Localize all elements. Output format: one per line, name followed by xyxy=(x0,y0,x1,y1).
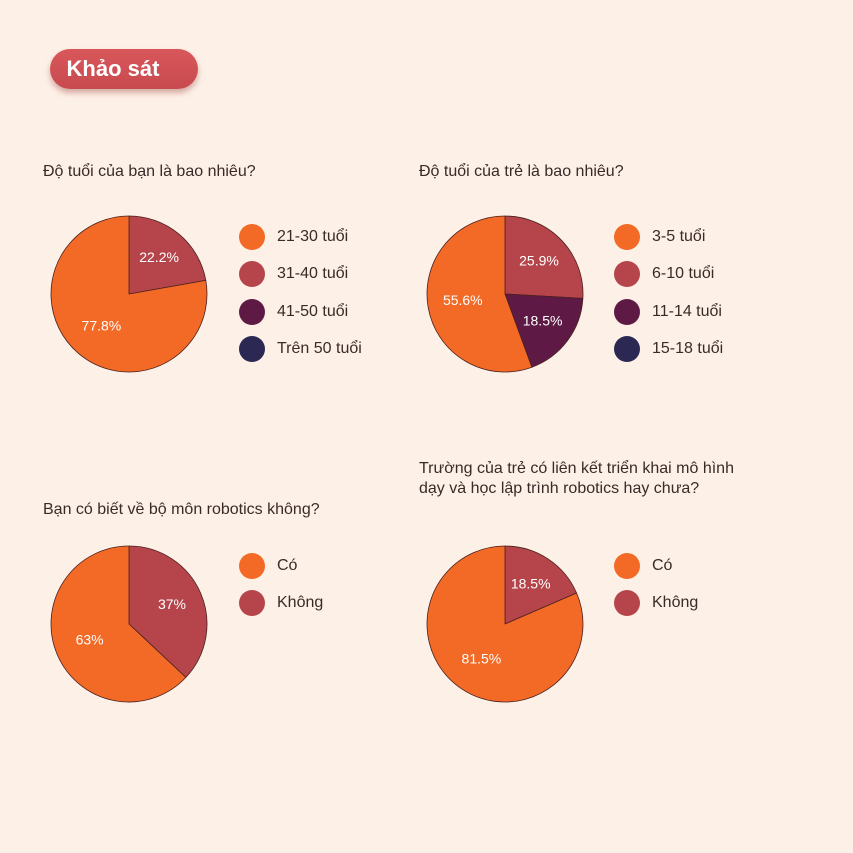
legend-swatch xyxy=(239,298,265,325)
question-know-robotics: Bạn có biết về bộ môn robotics không? xyxy=(43,501,320,518)
legend-swatch xyxy=(614,336,640,363)
legend-item-3-5-tuoi: 3-5 tuổi xyxy=(614,218,723,256)
pie-label-21-30-tuoi: 77.8% xyxy=(82,318,122,334)
legend-item-tren-50-tuoi: Trên 50 tuổi xyxy=(239,331,362,369)
survey-badge: Khảo sát xyxy=(50,49,198,89)
pie-label-3-5-tuoi: 55.6% xyxy=(443,292,483,308)
legend-label: Không xyxy=(652,594,699,612)
question-age-parent: Độ tuổi của bạn là bao nhiêu? xyxy=(43,163,256,180)
legend-item-15-18-tuoi: 15-18 tuổi xyxy=(614,331,723,369)
pie-slice-khong xyxy=(128,545,208,678)
legend-item-co: Có xyxy=(614,547,698,585)
legend-age-parent: 21-30 tuổi 31-40 tuổi 41-50 tuổi Trên 50 tu… xyxy=(239,218,362,368)
legend-swatch xyxy=(239,336,265,363)
legend-swatch xyxy=(614,261,640,288)
legend-swatch xyxy=(239,261,265,288)
question-age-child: Độ tuổi của trẻ là bao nhiêu? xyxy=(419,163,624,180)
legend-label: 6-10 tuổi xyxy=(652,265,715,283)
legend-swatch xyxy=(239,552,265,579)
legend-swatch xyxy=(614,590,640,617)
pie-label-khong: 37% xyxy=(158,596,186,612)
legend-item-6-10-tuoi: 6-10 tuổi xyxy=(614,256,723,294)
legend-age-child: 3-5 tuổi 6-10 tuổi 11-14 tuổi 15-18 tuổi xyxy=(614,218,723,368)
pie-label-6-10-tuoi: 25.9% xyxy=(519,253,559,269)
pie-label-11-14-tuoi: 18.5% xyxy=(523,313,563,329)
legend-swatch xyxy=(614,552,640,579)
legend-label: Có xyxy=(277,556,298,574)
pie-label-co: 63% xyxy=(76,632,104,648)
pie-chart-school-robotics: 18.5% 81.5% xyxy=(426,545,584,703)
question-school-robotics: Trường của trẻ có liên kết triển khai mô… xyxy=(419,460,734,497)
pie-slice-khong xyxy=(504,545,577,625)
pie-slice-21-30-tuoi xyxy=(50,215,208,373)
legend-label: Có xyxy=(652,556,673,574)
legend-item-21-30-tuoi: 21-30 tuổi xyxy=(239,218,362,256)
pie-label-31-40-tuoi: 22.2% xyxy=(139,249,179,265)
legend-swatch xyxy=(239,590,265,617)
legend-swatch xyxy=(239,223,265,250)
legend-item-31-40-tuoi: 31-40 tuổi xyxy=(239,256,362,294)
legend-label: 11-14 tuổi xyxy=(652,302,722,320)
pie-chart-age-parent: 22.2% 77.8% xyxy=(50,215,208,373)
legend-swatch xyxy=(614,298,640,325)
legend-know-robotics: Có Không xyxy=(239,547,323,622)
pie-slice-11-14-tuoi xyxy=(504,293,584,368)
survey-title: Khảo sát xyxy=(66,56,160,81)
pie-slice-6-10-tuoi xyxy=(504,215,584,299)
pie-slice-co xyxy=(426,545,584,703)
legend-item-co: Có xyxy=(239,547,323,585)
pie-chart-age-child: 25.9% 18.5% 55.6% xyxy=(426,215,584,373)
legend-label: Trên 50 tuổi xyxy=(277,340,362,358)
pie-slice-31-40-tuoi xyxy=(128,215,207,295)
legend-item-11-14-tuoi: 11-14 tuổi xyxy=(614,293,723,331)
pie-chart-know-robotics: 37% 63% xyxy=(50,545,208,703)
legend-school-robotics: Có Không xyxy=(614,547,698,622)
pie-label-co: 81.5% xyxy=(462,651,502,667)
pie-label-khong: 18.5% xyxy=(511,576,551,592)
legend-label: 15-18 tuổi xyxy=(652,340,724,358)
legend-label: 21-30 tuổi xyxy=(277,227,349,245)
legend-label: 31-40 tuổi xyxy=(277,265,349,283)
pie-slice-3-5-tuoi xyxy=(426,215,533,373)
legend-label: 3-5 tuổi xyxy=(652,227,706,245)
legend-item-khong: Không xyxy=(239,585,323,623)
legend-label: 41-50 tuổi xyxy=(277,302,349,320)
legend-swatch xyxy=(614,223,640,250)
pie-slice-co xyxy=(50,545,187,703)
legend-item-khong: Không xyxy=(614,585,698,623)
legend-label: Không xyxy=(277,594,324,612)
legend-item-41-50-tuoi: 41-50 tuổi xyxy=(239,293,362,331)
